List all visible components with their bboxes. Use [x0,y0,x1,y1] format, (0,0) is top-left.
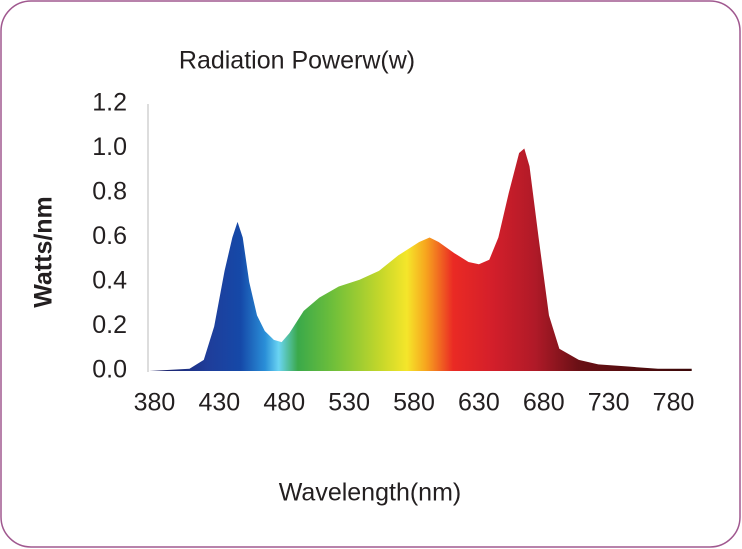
x-tick-label: 730 [588,389,630,417]
y-tick-label: 0.4 [92,267,127,295]
x-tick-label: 630 [458,389,500,417]
x-tick-label: 430 [199,389,241,417]
y-axis-label: Watts/nm [30,196,58,308]
spectrum-area [149,148,692,371]
chart-title: Radiation Powerw(w) [179,47,415,75]
x-tick-label: 530 [328,389,370,417]
y-tick-label: 0.6 [92,222,127,250]
y-tick-label: 1.0 [92,133,127,161]
x-tick-label: 380 [134,389,176,417]
x-axis-label: Wavelength(nm) [279,479,461,507]
x-tick-label: 680 [523,389,565,417]
x-tick-label: 780 [653,389,695,417]
y-tick-label: 1.2 [92,89,127,117]
x-tick-label: 480 [263,389,305,417]
y-tick-label: 0.2 [92,311,127,339]
y-tick-label: 0.0 [92,356,127,384]
y-tick-label: 0.8 [92,178,127,206]
x-tick-label: 580 [393,389,435,417]
